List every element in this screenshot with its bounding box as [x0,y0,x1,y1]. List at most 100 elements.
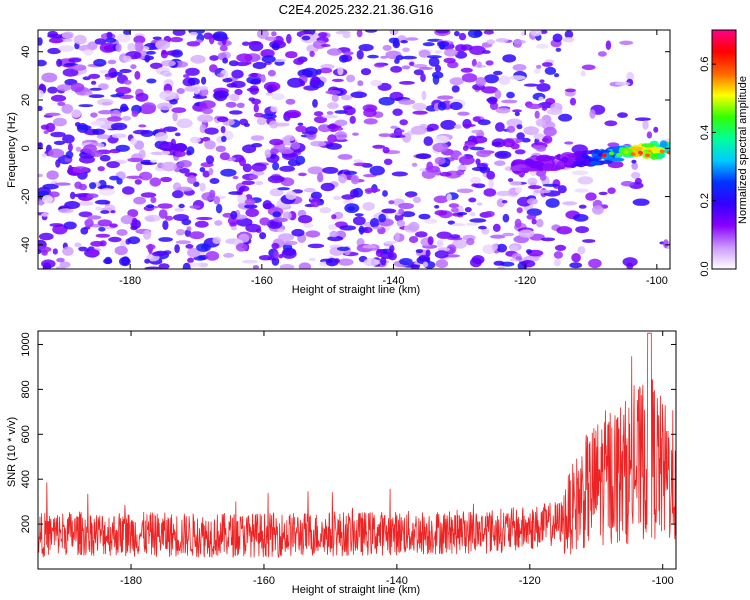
heatmap-blob [415,153,432,160]
heatmap-blob [250,78,261,85]
heatmap-blob [458,155,475,165]
heatmap-blob [327,134,337,144]
heatmap-blob [358,225,365,235]
signal-track-blob [528,160,545,169]
heatmap-blob [250,135,265,141]
heatmap-blob [634,117,651,121]
heatmap-blob [229,93,240,101]
heatmap-blob [187,77,200,86]
heatmap-blob [412,102,427,111]
heatmap-blob [116,229,128,236]
heatmap-blob [425,249,431,257]
heatmap-blob [434,210,448,216]
heatmap-blob [553,258,561,267]
heatmap-blob [146,78,157,84]
heatmap-blob [514,111,520,117]
heatmap-blob [536,83,551,92]
heatmap-blob [367,54,379,59]
heatmap-blob [120,215,135,225]
heatmap-blob [140,159,154,165]
heatmap-blob [220,126,226,134]
heatmap-blob [382,44,392,51]
heatmap-blob [152,36,162,40]
y-tick-label: 600 [20,425,32,443]
signal-peak-blob [608,151,614,156]
heatmap-blob [437,101,447,111]
heatmap-blob [553,251,564,259]
heatmap-blob [132,129,150,135]
heatmap-blob [569,262,583,269]
heatmap-blob [357,80,364,87]
heatmap-blob [215,203,223,214]
heatmap-blob [432,142,449,153]
heatmap-blob [301,35,311,41]
heatmap-blob [41,212,49,217]
heatmap-blob [245,208,259,217]
heatmap-blob [475,77,487,87]
heatmap-blob [526,198,539,205]
heatmap-blob [272,58,286,63]
heatmap-blob [187,175,197,184]
heatmap-blob [506,125,516,133]
heatmap-blob [253,103,259,113]
heatmap-blob [476,202,483,206]
heatmap-blob [127,209,139,218]
heatmap-blob [134,70,141,80]
heatmap-blob [470,176,481,185]
heatmap-blob [57,101,66,106]
heatmap-blob [307,243,325,249]
heatmap-blob [469,212,476,217]
heatmap-blob [83,49,94,56]
y-tick-label: 200 [20,515,32,533]
heatmap-blob [434,205,440,209]
heatmap-blob [70,82,85,93]
heatmap-blob [235,243,248,252]
spectrogram-x-axis: -180 -160 -140 -120 -100 [119,30,668,287]
heatmap-blob [127,157,144,163]
heatmap-blob [252,61,267,70]
heatmap-blob [186,150,192,156]
y-tick-label: 0 [20,145,32,151]
heatmap-blob [169,36,184,43]
heatmap-blob [378,96,395,106]
signal-track-blob [593,148,600,154]
heatmap-blob [258,255,273,261]
heatmap-blob [322,115,339,119]
heatmap-blob [607,187,616,194]
heatmap-blob [38,248,42,255]
heatmap-blob [82,76,91,81]
heatmap-blob [440,119,457,130]
heatmap-blob [446,244,457,255]
heatmap-blob [408,221,420,232]
heatmap-blob [394,58,400,64]
heatmap-blob [96,134,111,140]
heatmap-blob [494,150,512,159]
y-tick-label: -20 [20,189,32,205]
heatmap-blob [55,159,61,168]
heatmap-blob [398,208,405,215]
heatmap-blob [462,123,476,127]
heatmap-blob [45,112,61,117]
heatmap-blob [216,73,224,78]
heatmap-blob [209,178,220,184]
heatmap-blob [334,131,348,141]
heatmap-blob [47,47,61,55]
heatmap-blob [642,120,649,130]
heatmap-blob [447,220,455,225]
colorbar-tick-label: 0.2 [699,193,711,208]
heatmap-blob [48,148,65,158]
heatmap-blob [219,152,230,161]
heatmap-blob [364,30,378,33]
heatmap-blob [343,51,354,56]
heatmap-blob [286,33,292,44]
heatmap-blob [241,41,250,46]
heatmap-blob [242,163,252,173]
heatmap-blob [106,31,113,39]
heatmap-blob [146,50,156,55]
heatmap-blob [356,30,363,38]
heatmap-blob [252,265,259,269]
heatmap-blob [458,32,467,41]
heatmap-blob [401,55,417,60]
heatmap-blob [176,186,193,192]
heatmap-blob [84,91,93,96]
